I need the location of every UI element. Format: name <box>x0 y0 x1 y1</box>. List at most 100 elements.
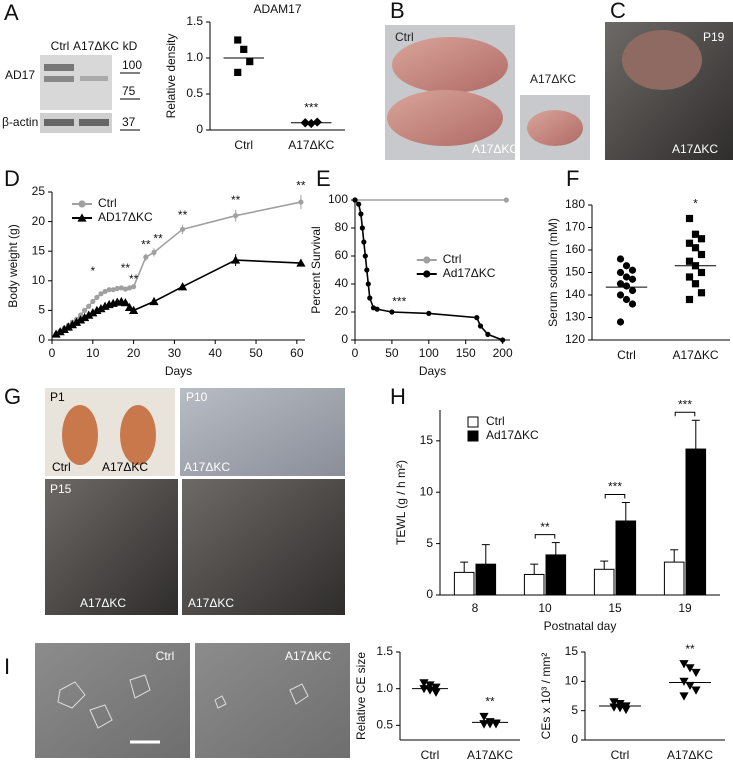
significance: ** <box>141 237 151 251</box>
panel-letter: H <box>390 384 406 409</box>
bar <box>615 520 637 596</box>
legend-marker <box>77 213 87 222</box>
y-tick-label: 5 <box>571 703 578 717</box>
dot <box>616 318 625 326</box>
point <box>233 213 239 219</box>
y-tick-label: 10 <box>420 484 434 498</box>
point <box>296 258 306 267</box>
dot <box>622 273 631 281</box>
y-tick-label: 0.5 <box>376 718 393 732</box>
significance: ** <box>153 232 163 246</box>
y-axis-label: Serum sodium (mM) <box>546 218 560 327</box>
y-tick-label: 15 <box>32 243 46 257</box>
point <box>51 329 61 338</box>
point <box>59 324 69 333</box>
point <box>231 255 241 264</box>
legend-swatch <box>467 430 479 442</box>
size-marker: 75 <box>122 84 136 98</box>
dot <box>300 118 310 128</box>
significance: ** <box>231 193 241 207</box>
point <box>149 296 159 306</box>
point <box>503 197 509 203</box>
point <box>80 312 90 322</box>
x-tick-label: A17ΔKC <box>288 138 334 152</box>
dot <box>425 681 435 690</box>
legend-label: AD17ΔKC <box>98 210 153 224</box>
point <box>84 310 94 319</box>
point <box>367 295 373 301</box>
x-tick-label: A17ΔKC <box>667 748 713 762</box>
significance: * <box>90 264 95 278</box>
significance: ** <box>129 272 139 286</box>
photo-b: Ctrl A17ΔKC A17ΔKC <box>385 25 590 160</box>
point <box>179 226 186 232</box>
x-tick-label: Ctrl <box>617 348 636 362</box>
x-tick-label: 150 <box>456 346 476 360</box>
photo-label: A17ΔKC <box>188 596 234 610</box>
photo-label: Ctrl <box>52 460 71 474</box>
dot <box>697 250 706 259</box>
dot <box>240 45 248 53</box>
point <box>75 315 86 324</box>
significance: ** <box>296 178 306 192</box>
y-tick-label: 180 <box>565 197 585 211</box>
photo-label: Ctrl <box>395 30 414 44</box>
dot <box>621 705 631 715</box>
y-tick-label: 15 <box>420 433 434 447</box>
lane-label: A17ΔKC <box>73 39 119 53</box>
point <box>474 315 480 321</box>
dot <box>679 660 689 669</box>
x-tick-label: 10 <box>538 601 552 615</box>
photo-label: A17ΔKC <box>472 142 518 156</box>
dot <box>679 677 689 686</box>
point <box>71 317 82 326</box>
point <box>77 312 84 318</box>
bar <box>685 448 707 596</box>
x-tick-label: Ctrl <box>234 138 253 152</box>
photo-label: P10 <box>186 390 208 404</box>
y-tick-label: 130 <box>565 310 585 324</box>
point <box>426 310 432 316</box>
panel-letter: E <box>316 166 331 191</box>
point <box>114 285 120 292</box>
dot <box>234 36 242 44</box>
y-tick-label: 15 <box>565 644 579 658</box>
point <box>90 298 96 305</box>
legend-label: Ad17ΔKC <box>443 266 496 280</box>
dot <box>479 720 489 729</box>
x-tick-label: 19 <box>678 601 692 615</box>
y-axis-label: Percent Survival <box>309 226 323 313</box>
point <box>500 337 506 343</box>
panel-letter: G <box>4 384 21 409</box>
x-axis-label: Days <box>419 364 446 378</box>
photo-label: P15 <box>50 482 72 496</box>
y-tick-label: 10 <box>565 674 579 688</box>
panel-letter: A <box>4 0 19 25</box>
dot <box>616 280 625 288</box>
point <box>98 291 104 297</box>
y-tick-label: 1.5 <box>186 14 203 28</box>
bar <box>545 554 567 596</box>
photo-label: Ctrl <box>156 649 175 663</box>
y-tick-label: 170 <box>565 220 585 234</box>
dot <box>312 117 322 127</box>
y-axis-label: CEs x 10³ / mm² <box>539 653 553 740</box>
y-axis-label: Body weight (g) <box>6 224 20 307</box>
legend-marker <box>78 200 86 208</box>
point <box>129 305 139 314</box>
y-tick-label: 100 <box>328 192 348 206</box>
y-tick-label: 150 <box>565 265 585 279</box>
point <box>88 308 98 317</box>
y-tick-label: 0 <box>196 122 203 136</box>
dot <box>234 68 242 76</box>
x-tick-label: Ctrl <box>421 748 440 762</box>
significance: *** <box>392 294 406 308</box>
y-tick-label: 0 <box>341 332 348 346</box>
dot <box>697 289 706 297</box>
point <box>151 249 157 255</box>
point <box>67 320 78 329</box>
y-axis-label: Relative density <box>164 34 178 119</box>
x-tick-label: 60 <box>290 346 304 360</box>
photo-label: A17ΔKC <box>672 142 718 156</box>
